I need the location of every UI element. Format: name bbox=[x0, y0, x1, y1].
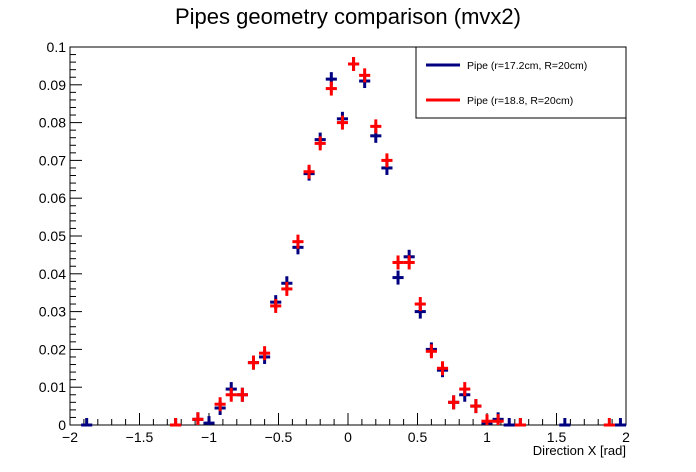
data-point bbox=[359, 68, 371, 83]
data-point bbox=[492, 414, 504, 425]
y-tick-label: 0.01 bbox=[39, 379, 66, 395]
legend: Pipe (r=17.2cm, R=20cm) Pipe (r=18.8, R=… bbox=[415, 46, 627, 119]
data-point bbox=[348, 57, 360, 72]
data-point bbox=[448, 395, 460, 410]
y-tick-label: 0.06 bbox=[39, 190, 66, 206]
y-tick-label: 0 bbox=[58, 417, 66, 433]
legend-label-series-1: Pipe (r=17.2cm, R=20cm) bbox=[467, 60, 587, 72]
data-point bbox=[503, 418, 515, 427]
x-tick-label: −1 bbox=[201, 429, 217, 445]
data-point bbox=[514, 418, 526, 427]
y-tick-label: 0.04 bbox=[39, 266, 66, 282]
y-tick-label: 0.02 bbox=[39, 341, 66, 357]
x-tick-label: 0.5 bbox=[408, 429, 428, 445]
data-point bbox=[236, 387, 248, 402]
data-point bbox=[325, 81, 337, 96]
x-tick-label: −0.5 bbox=[265, 429, 293, 445]
y-tick-label: 0.08 bbox=[39, 115, 66, 131]
data-point bbox=[381, 153, 393, 168]
data-point bbox=[481, 414, 493, 425]
data-point bbox=[614, 418, 626, 427]
data-point bbox=[459, 382, 471, 397]
y-tick-label: 0.1 bbox=[47, 39, 67, 55]
x-tick-label: 1.5 bbox=[547, 429, 567, 445]
data-point bbox=[403, 255, 415, 270]
y-tick-label: 0.03 bbox=[39, 304, 66, 320]
data-point bbox=[392, 255, 404, 270]
y-tick-label: 0.09 bbox=[39, 77, 66, 93]
data-point bbox=[225, 387, 237, 402]
data-point bbox=[170, 418, 182, 427]
x-axis-title: Direction X [rad] bbox=[533, 443, 626, 458]
x-tick-label: 0 bbox=[344, 429, 352, 445]
data-point bbox=[470, 399, 482, 414]
data-point bbox=[303, 164, 315, 179]
data-point bbox=[247, 355, 260, 370]
data-point bbox=[414, 297, 426, 312]
data-point bbox=[559, 418, 571, 427]
data-point bbox=[314, 136, 326, 151]
x-tick-label: −1.5 bbox=[126, 429, 154, 445]
data-point bbox=[259, 346, 271, 361]
data-point bbox=[81, 418, 93, 427]
data-point bbox=[270, 298, 282, 313]
data-series-2 bbox=[170, 57, 615, 427]
series-layer bbox=[81, 57, 626, 427]
data-point bbox=[214, 397, 226, 412]
chart-title: Pipes geometry comparison (mvx2) bbox=[175, 4, 521, 29]
data-point bbox=[336, 115, 348, 130]
y-axis: 0 0.01 0.02 0.03 0.04 0.05 0.06 0.07 0.08 0.09 0.1 bbox=[39, 39, 82, 433]
data-point bbox=[603, 418, 615, 427]
y-tick-label: 0.07 bbox=[39, 152, 66, 168]
x-tick-label: 2 bbox=[622, 429, 630, 445]
legend-label-series-2: Pipe (r=18.8, R=20cm) bbox=[467, 95, 573, 107]
x-tick-label: −2 bbox=[62, 429, 78, 445]
data-point bbox=[203, 416, 215, 425]
data-point bbox=[292, 234, 304, 249]
data-point bbox=[436, 361, 449, 376]
y-tick-label: 0.05 bbox=[39, 228, 66, 244]
legend-box bbox=[415, 46, 627, 119]
data-point bbox=[392, 270, 404, 285]
data-point bbox=[192, 412, 204, 425]
data-point bbox=[281, 281, 293, 296]
data-point bbox=[370, 119, 382, 134]
data-point bbox=[425, 344, 437, 359]
x-tick-label: 1 bbox=[483, 429, 491, 445]
